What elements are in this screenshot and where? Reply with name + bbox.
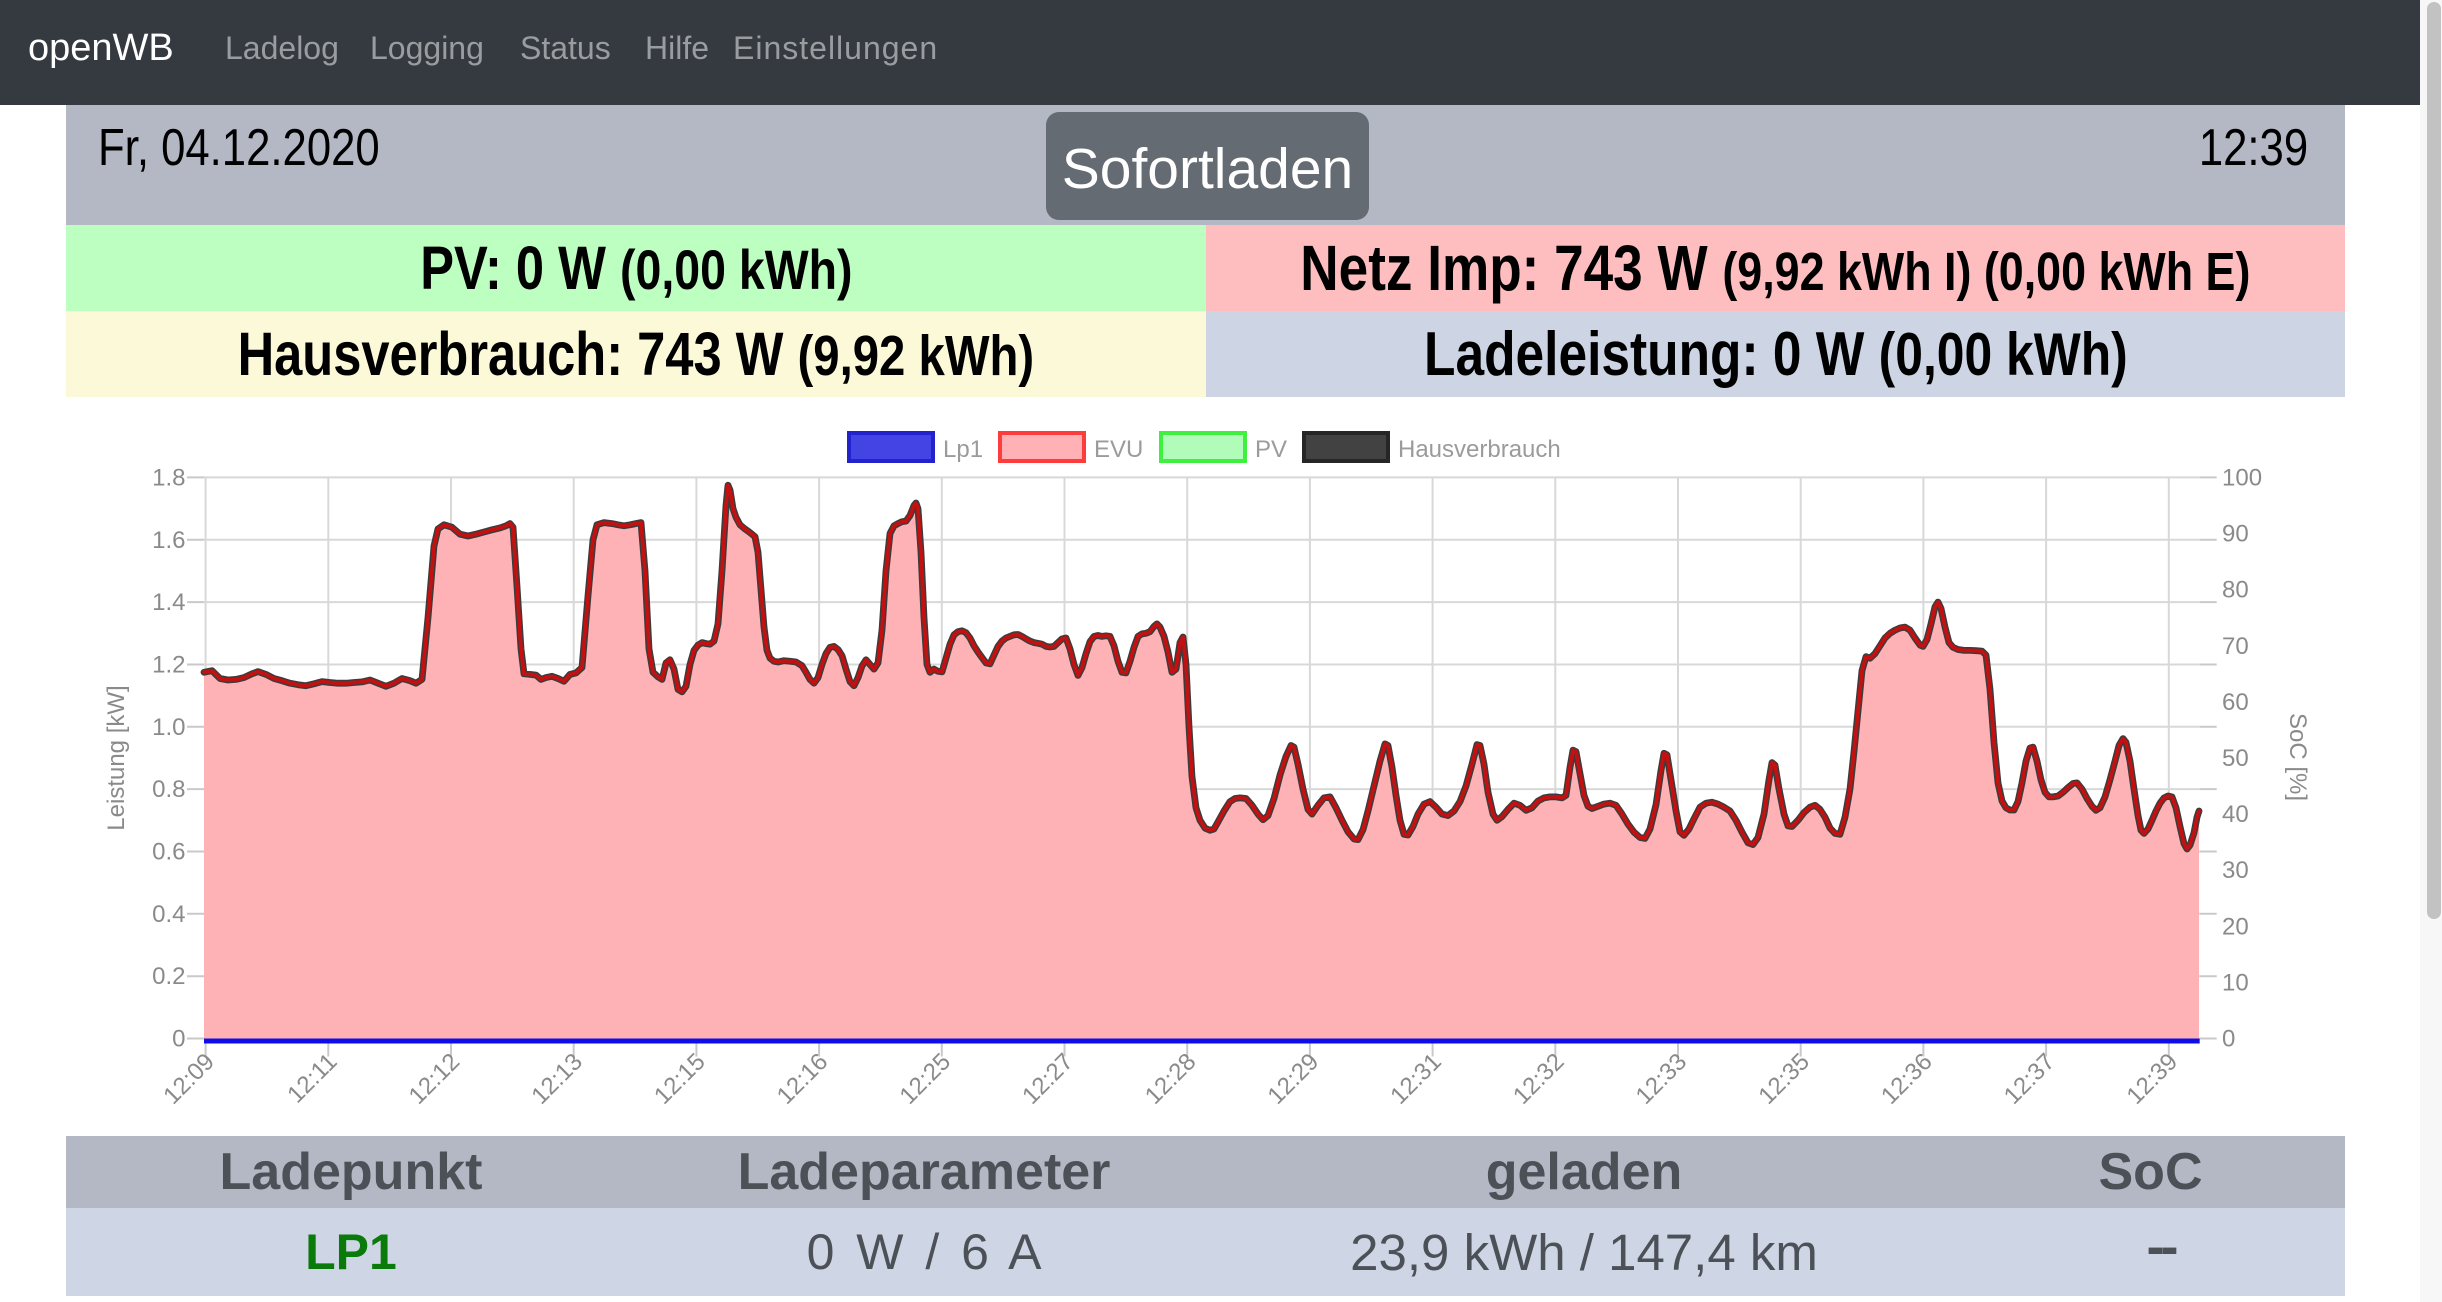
- svg-text:100: 100: [2222, 464, 2262, 491]
- svg-text:0: 0: [172, 1026, 185, 1053]
- svg-text:12:25: 12:25: [894, 1048, 956, 1110]
- svg-text:PV: PV: [1255, 436, 1287, 463]
- svg-text:1.6: 1.6: [152, 527, 185, 554]
- svg-text:12:15: 12:15: [649, 1048, 711, 1110]
- svg-text:60: 60: [2222, 689, 2249, 716]
- svg-text:12:33: 12:33: [1631, 1048, 1693, 1110]
- svg-text:Lp1: Lp1: [943, 436, 983, 463]
- svg-text:12:27: 12:27: [1017, 1048, 1079, 1110]
- svg-text:12:37: 12:37: [1999, 1048, 2061, 1110]
- svg-text:70: 70: [2222, 633, 2249, 660]
- svg-text:50: 50: [2222, 745, 2249, 772]
- svg-text:80: 80: [2222, 577, 2249, 604]
- svg-text:12:28: 12:28: [1140, 1048, 1202, 1110]
- svg-text:SoC [%]: SoC [%]: [2284, 713, 2311, 801]
- svg-text:12:12: 12:12: [404, 1048, 466, 1110]
- svg-text:12:29: 12:29: [1263, 1048, 1325, 1110]
- svg-text:Hausverbrauch: Hausverbrauch: [1398, 436, 1561, 463]
- svg-text:90: 90: [2222, 521, 2249, 548]
- svg-text:20: 20: [2222, 913, 2249, 940]
- svg-text:1.8: 1.8: [152, 464, 185, 491]
- svg-text:1.4: 1.4: [152, 589, 185, 616]
- svg-text:12:32: 12:32: [1508, 1048, 1570, 1110]
- svg-text:12:13: 12:13: [526, 1048, 588, 1110]
- svg-text:Leistung [kW]: Leistung [kW]: [103, 685, 130, 830]
- svg-text:1.0: 1.0: [152, 714, 185, 741]
- svg-text:0.6: 0.6: [152, 839, 185, 866]
- svg-text:0.4: 0.4: [152, 901, 185, 928]
- svg-text:12:39: 12:39: [2121, 1048, 2183, 1110]
- svg-text:12:35: 12:35: [1753, 1048, 1815, 1110]
- svg-text:12:16: 12:16: [772, 1048, 834, 1110]
- svg-text:12:36: 12:36: [1876, 1048, 1938, 1110]
- svg-text:12:31: 12:31: [1385, 1048, 1447, 1110]
- svg-text:1.2: 1.2: [152, 652, 185, 679]
- svg-text:30: 30: [2222, 857, 2249, 884]
- svg-text:0.2: 0.2: [152, 963, 185, 990]
- svg-text:0.8: 0.8: [152, 776, 185, 803]
- svg-text:12:11: 12:11: [282, 1048, 342, 1108]
- svg-text:EVU: EVU: [1094, 436, 1143, 463]
- svg-text:40: 40: [2222, 801, 2249, 828]
- svg-text:12:09: 12:09: [158, 1048, 220, 1110]
- svg-text:10: 10: [2222, 969, 2249, 996]
- svg-text:0: 0: [2222, 1026, 2235, 1053]
